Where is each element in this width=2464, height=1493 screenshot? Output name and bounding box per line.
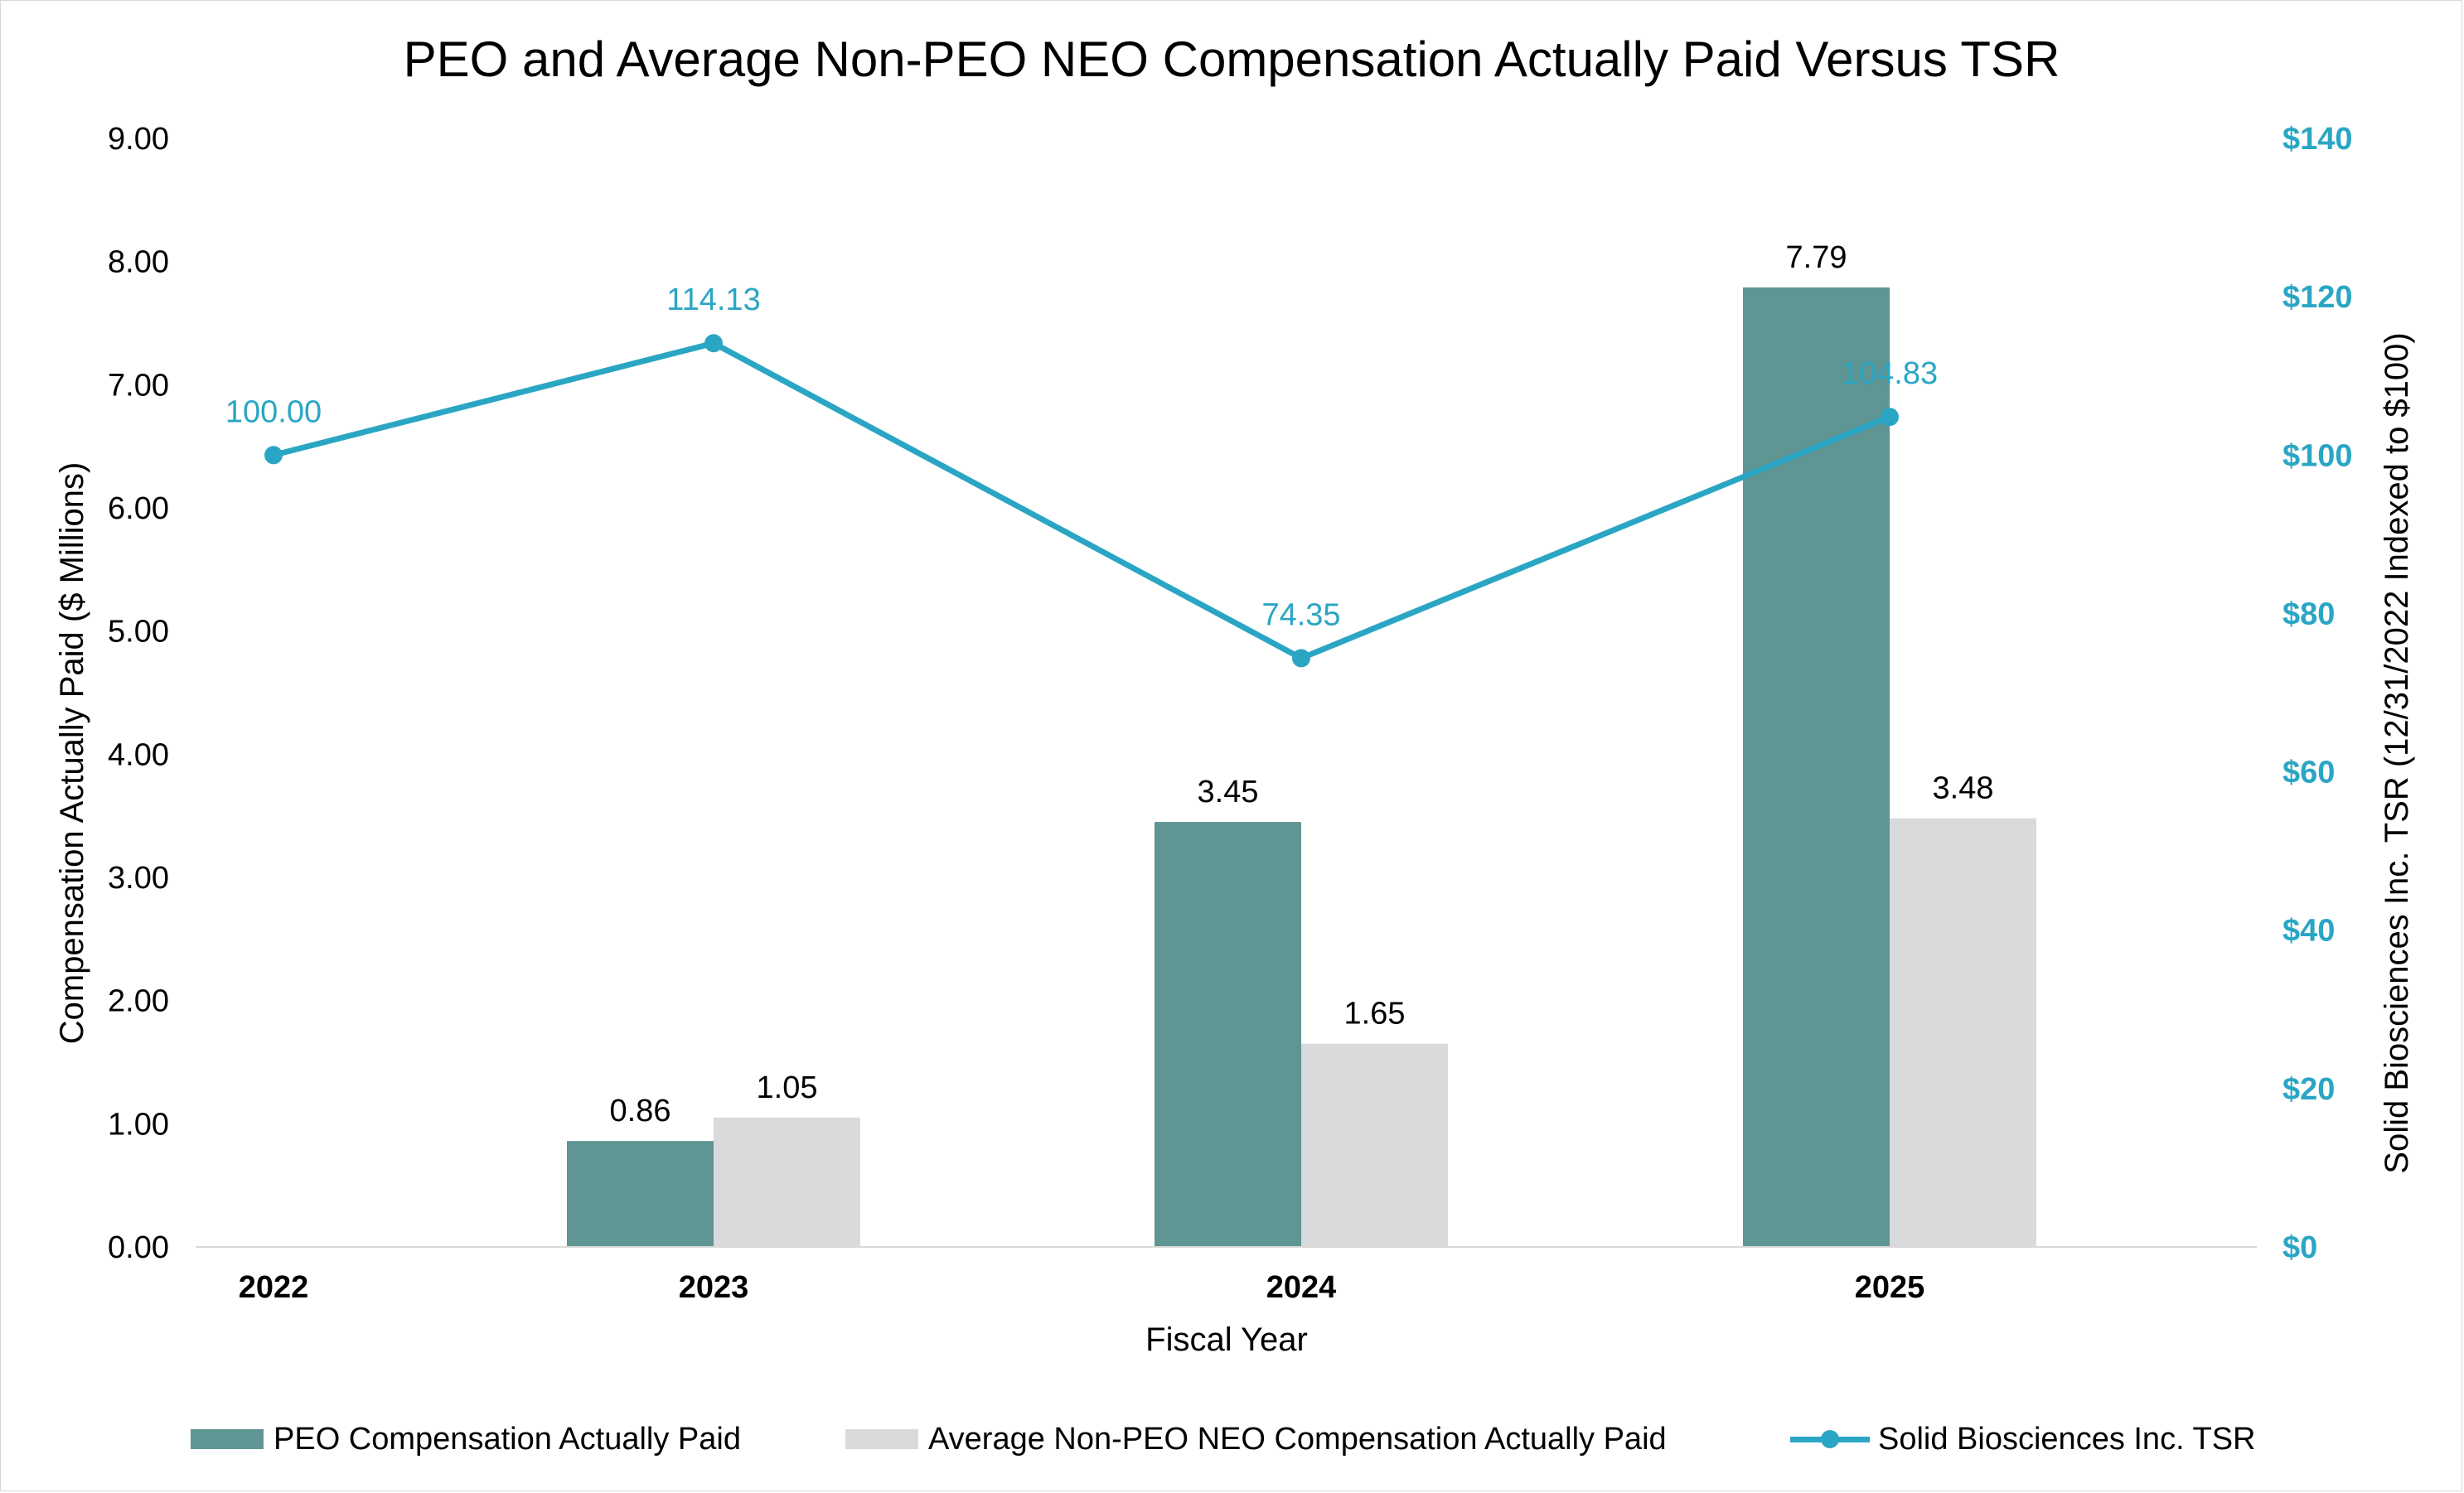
tsr-point xyxy=(1881,408,1899,427)
y-axis-ticks: 0.00 1.00 2.00 3.00 4.00 5.00 6.00 7.00 8.00 9.00 xyxy=(108,122,169,1265)
bar-label-peo: 3.45 xyxy=(1198,775,1259,809)
legend-item-nonpeo: Average Non-PEO NEO Compensation Actuall… xyxy=(845,1418,1667,1460)
y2-tick-label: $120 xyxy=(2282,280,2353,315)
bar-label-peo: 0.86 xyxy=(610,1094,671,1128)
bar-label-nonpeo: 1.05 xyxy=(757,1070,818,1105)
y2-tick-label: $60 xyxy=(2282,756,2335,790)
tsr-line-series xyxy=(264,334,1899,668)
y-tick-label: 3.00 xyxy=(108,861,169,896)
bar-nonpeo xyxy=(1301,1043,1448,1247)
legend-swatch-peo xyxy=(191,1429,264,1449)
legend-swatch-tsr xyxy=(1790,1423,1870,1456)
tsr-line xyxy=(273,340,1891,661)
y-tick-label: 7.00 xyxy=(108,368,169,403)
x-tick-label: 2025 xyxy=(1855,1270,1925,1305)
y2-axis-ticks: $0 $20 $40 $60 $80 $100 $120 $140 xyxy=(2282,122,2353,1265)
y2-axis-label: Solid Biosciences Inc. TSR (12/31/2022 I… xyxy=(2379,332,2415,1173)
legend-label-tsr: Solid Biosciences Inc. TSR xyxy=(1878,1421,2256,1457)
y-tick-label: 9.00 xyxy=(108,122,169,157)
tsr-label: 114.13 xyxy=(666,283,760,317)
x-tick-label: 2024 xyxy=(1266,1270,1337,1305)
bar-label-peo: 7.79 xyxy=(1786,240,1847,275)
tsr-label: 100.00 xyxy=(225,394,322,429)
bar-nonpeo xyxy=(1890,818,2036,1247)
x-tick-label: 2022 xyxy=(239,1270,309,1305)
tsr-point xyxy=(1292,649,1310,668)
y-tick-label: 6.00 xyxy=(108,491,169,526)
y2-tick-label: $140 xyxy=(2282,122,2353,157)
tsr-label: 74.35 xyxy=(1261,597,1340,632)
legend-label-peo: PEO Compensation Actually Paid xyxy=(274,1421,741,1457)
x-axis-label: Fiscal Year xyxy=(1145,1321,1308,1358)
y2-tick-label: $0 xyxy=(2282,1230,2317,1265)
x-axis-ticks: 2022 2023 2024 2025 xyxy=(239,1270,1925,1305)
legend-label-nonpeo: Average Non-PEO NEO Compensation Actuall… xyxy=(928,1421,1667,1457)
y2-tick-label: $100 xyxy=(2282,438,2353,473)
y-tick-label: 5.00 xyxy=(108,615,169,650)
bars xyxy=(567,287,2036,1247)
bar-nonpeo xyxy=(714,1117,860,1247)
bar-peo xyxy=(1155,822,1301,1247)
y2-tick-label: $80 xyxy=(2282,597,2335,631)
y-tick-label: 8.00 xyxy=(108,245,169,280)
y2-tick-label: $20 xyxy=(2282,1072,2335,1107)
tsr-label: 104.83 xyxy=(1842,356,1938,391)
x-tick-label: 2023 xyxy=(679,1270,749,1305)
legend-item-tsr: Solid Biosciences Inc. TSR xyxy=(1790,1418,2256,1460)
y-axis-label: Compensation Actually Paid ($ Millions) xyxy=(54,462,90,1045)
legend: PEO Compensation Actually Paid Average N… xyxy=(0,1418,2464,1460)
bar-peo xyxy=(567,1141,714,1247)
tsr-point xyxy=(704,334,723,353)
legend-swatch-nonpeo xyxy=(845,1429,918,1449)
tsr-point xyxy=(264,446,283,465)
y-tick-label: 4.00 xyxy=(108,737,169,772)
tsr-data-labels: 100.00 114.13 74.35 104.83 xyxy=(225,283,1938,632)
bar-label-nonpeo: 3.48 xyxy=(1933,771,1994,806)
bar-data-labels: 0.86 3.45 7.79 1.05 1.65 3.48 xyxy=(610,240,1994,1128)
bar-peo xyxy=(1743,287,1890,1247)
y-tick-label: 1.00 xyxy=(108,1107,169,1142)
y-tick-label: 0.00 xyxy=(108,1230,169,1265)
chart-title: PEO and Average Non-PEO NEO Compensation… xyxy=(404,31,2060,87)
bar-label-nonpeo: 1.65 xyxy=(1344,997,1406,1032)
y2-tick-label: $40 xyxy=(2282,914,2335,949)
y-tick-label: 2.00 xyxy=(108,984,169,1019)
legend-item-peo: PEO Compensation Actually Paid xyxy=(191,1418,741,1460)
